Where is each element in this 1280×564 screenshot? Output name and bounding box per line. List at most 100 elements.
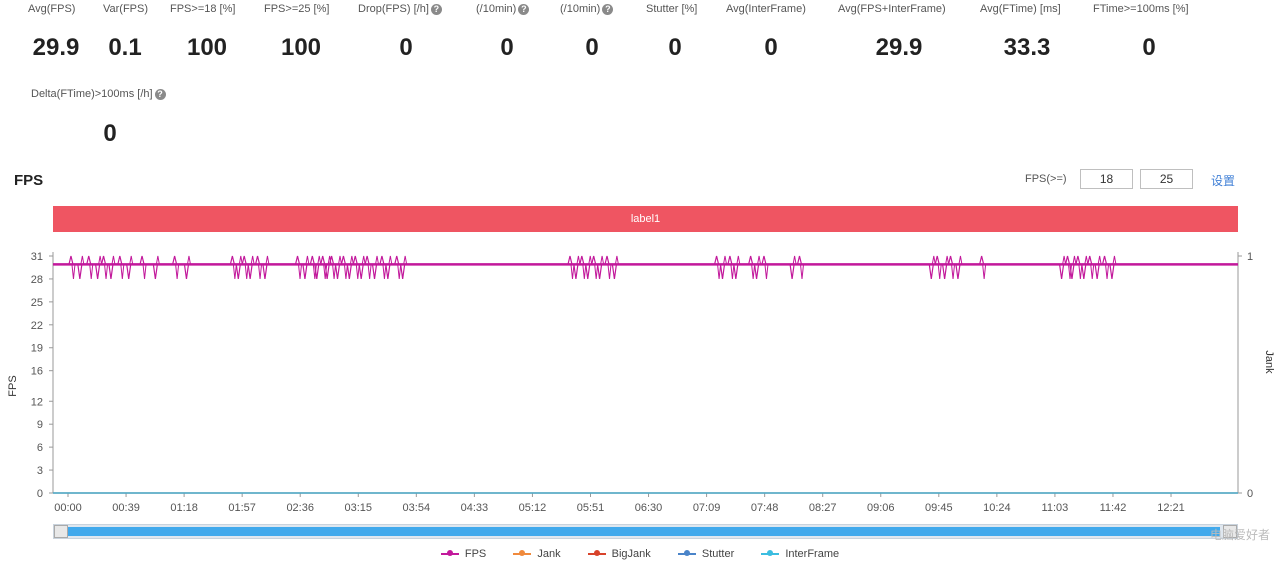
fps-spike — [713, 255, 720, 265]
legend-item-fps[interactable]: FPS — [440, 548, 486, 560]
fps-spike — [254, 255, 261, 265]
fps-spike — [355, 264, 360, 279]
time-range-scrollbar[interactable] — [53, 524, 1238, 539]
legend-item-stutter[interactable]: Stutter — [677, 548, 734, 560]
fps-spike — [346, 264, 352, 280]
info-icon[interactable]: ? — [430, 3, 442, 15]
fps-spike — [320, 255, 326, 265]
chart-y2-ticks: 01 — [1238, 251, 1253, 500]
fps-spike — [614, 255, 619, 265]
fps-spike — [753, 264, 760, 280]
fps-spike — [358, 264, 364, 280]
scrollbar-handle-left[interactable] — [54, 525, 68, 538]
chart-y-ticks: 0 3 6 9 12 16 19 22 25 28 31 — [31, 251, 53, 500]
legend-label-jank: Jank — [537, 548, 561, 560]
fps-spike — [258, 264, 263, 279]
info-icon[interactable]: ? — [602, 3, 614, 15]
legend-item-interframe[interactable]: InterFrame — [761, 548, 839, 560]
fps-spike — [979, 255, 985, 265]
fps-spike — [305, 255, 310, 265]
fps-spike — [302, 264, 308, 280]
fps-spike — [229, 255, 235, 265]
fps-spike — [585, 264, 591, 280]
fps-spike — [733, 264, 739, 280]
scrollbar-handle-right[interactable] — [1223, 525, 1237, 538]
metric-label-per-10min-b: (/10min)? — [560, 3, 614, 15]
fps-spike — [1069, 264, 1075, 280]
metric-label-fps-18: FPS>=18 [%] — [170, 3, 236, 15]
fps-spike — [241, 255, 247, 265]
x-tick-label: 11:03 — [1042, 502, 1069, 514]
fps-spike — [235, 264, 241, 280]
fps-spike — [1078, 264, 1083, 279]
fps-spike — [183, 264, 190, 280]
x-tick-label: 05:12 — [519, 502, 547, 514]
fps-spike — [108, 264, 114, 280]
y-tick-label: 22 — [31, 320, 43, 332]
fps-spike — [117, 255, 123, 265]
y-tick-label: 25 — [31, 297, 43, 309]
fps-spike — [98, 255, 103, 265]
fps-spike — [403, 255, 408, 265]
fps-spike — [139, 255, 145, 265]
fps-threshold-high-input[interactable] — [1140, 169, 1193, 189]
y2-tick-label: 1 — [1247, 251, 1253, 263]
chart-spikes — [68, 255, 1117, 280]
metric-value-var-fps: 0.1 — [108, 34, 142, 61]
fps-spike — [352, 255, 358, 265]
metric-value-drop-fps: 0 — [399, 34, 413, 61]
metric-value-per-10min-a: 0 — [500, 34, 514, 61]
fps-spike — [934, 255, 940, 265]
info-icon[interactable]: ? — [154, 88, 166, 100]
fps-spike — [397, 264, 402, 279]
x-tick-label: 12:21 — [1157, 502, 1185, 514]
chart-series — [53, 263, 1238, 494]
y-tick-label: 19 — [31, 343, 43, 355]
legend-swatch-fps — [440, 550, 459, 557]
legend-item-jank[interactable]: Jank — [513, 548, 561, 560]
fps-spike — [1064, 255, 1071, 265]
fps-spike — [152, 264, 158, 280]
fps-spike — [175, 264, 180, 279]
fps-spike — [736, 255, 741, 265]
fps-spike — [86, 255, 92, 265]
metric-value-avg-fps: 29.9 — [32, 34, 80, 61]
x-tick-label: 01:18 — [170, 502, 198, 514]
fps-spike — [247, 264, 253, 280]
metric-label-avg-fps-interframe: Avg(FPS+InterFrame) — [838, 3, 946, 15]
x-tick-label: 00:39 — [112, 502, 140, 514]
metric-label-per-10min-a: (/10min)? — [476, 3, 530, 15]
fps-spike — [594, 264, 599, 279]
fps-spike — [120, 264, 125, 279]
metric-label-drop-fps: Drop(FPS) [/h]? — [358, 3, 442, 15]
fps-spike — [717, 264, 722, 279]
fps-spike — [573, 264, 579, 280]
fps-spike — [1084, 255, 1089, 265]
fps-threshold-low-input[interactable] — [1080, 169, 1133, 189]
legend-item-bigjank[interactable]: BigJank — [587, 548, 651, 560]
fps-spike — [764, 264, 769, 279]
chart-axes — [52, 252, 1239, 494]
fps-spike — [262, 264, 268, 280]
fps-spike — [1094, 264, 1100, 280]
info-icon[interactable]: ? — [518, 3, 530, 15]
fps-spike — [142, 264, 147, 279]
fps-spike — [591, 255, 597, 265]
legend-swatch-stutter — [677, 550, 696, 557]
scrollbar-range-fill[interactable] — [68, 527, 1220, 536]
fps-spike — [388, 255, 393, 265]
fps-spike — [570, 264, 575, 279]
fps-spike — [324, 264, 330, 280]
x-tick-label: 11:42 — [1100, 502, 1127, 514]
fps-spike — [1101, 255, 1108, 265]
x-tick-label: 03:54 — [403, 502, 431, 514]
fps-spike — [126, 264, 132, 280]
settings-button[interactable]: 设置 — [1211, 174, 1236, 188]
fps-spike — [588, 255, 593, 265]
x-tick-label: 02:36 — [286, 502, 314, 514]
fps-spike — [68, 255, 74, 265]
label-bar[interactable]: label1 — [53, 206, 1238, 232]
fps-spike — [364, 255, 370, 265]
fps-spike — [95, 264, 101, 280]
